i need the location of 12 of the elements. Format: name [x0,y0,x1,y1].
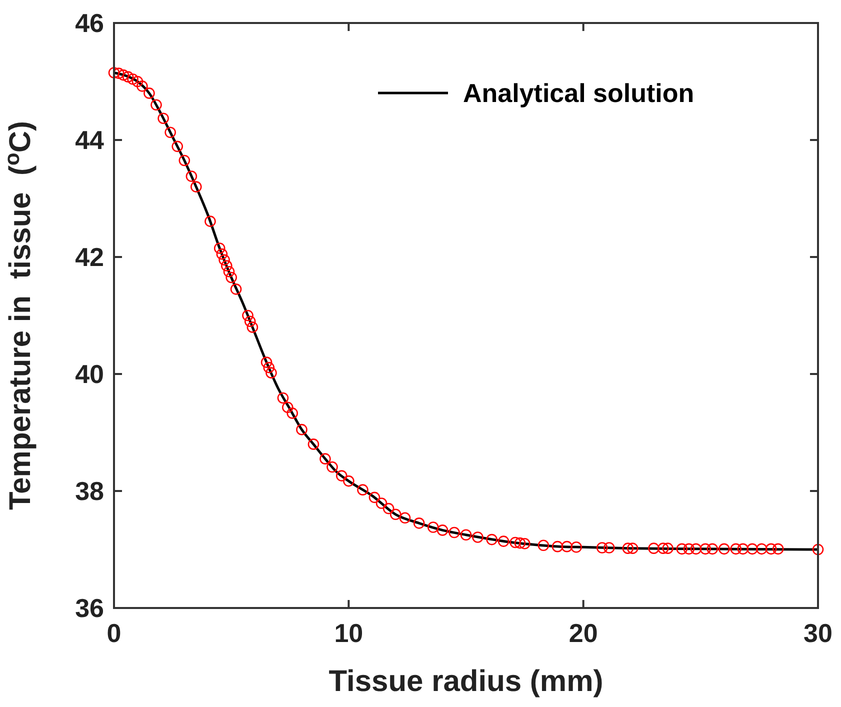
y-tick-label: 44 [75,125,105,155]
legend-label: Analytical solution [463,78,694,108]
y-tick-label: 46 [75,8,104,38]
x-tick-label: 0 [106,618,122,648]
x-tick-label: 30 [804,618,832,648]
y-tick-label: 38 [75,476,104,506]
x-tick-label: 10 [334,618,364,648]
y-tick-label: 42 [75,242,104,272]
x-axis-title: Tissue radius (mm) [328,665,604,698]
y-tick-label: 40 [75,359,104,389]
x-tick-label: 20 [568,618,598,648]
y-tick-label: 36 [75,593,104,623]
